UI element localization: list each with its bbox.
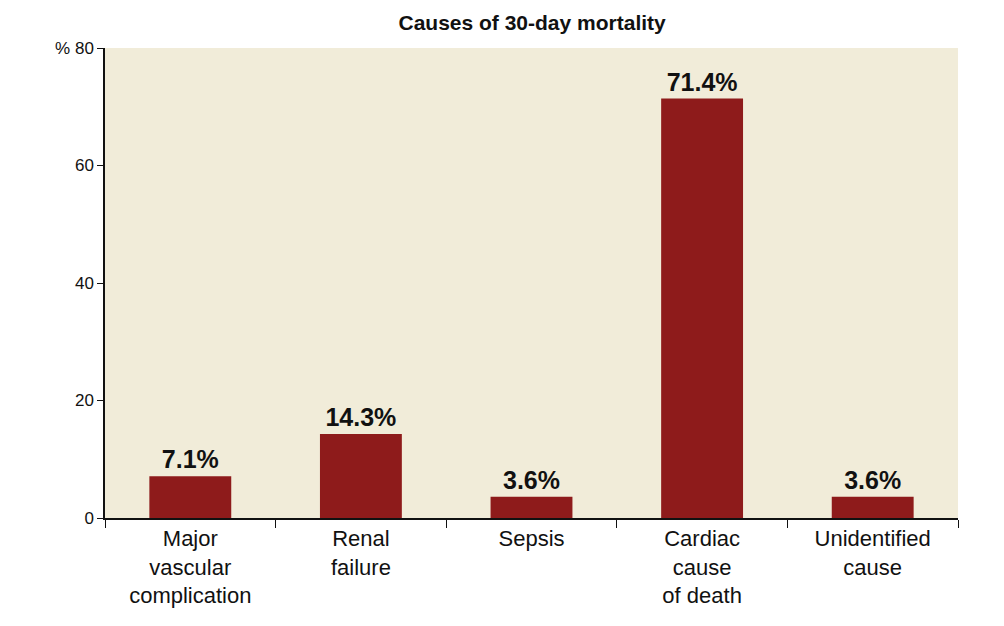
svg-text:40: 40 — [75, 274, 94, 293]
svg-text:60: 60 — [75, 156, 94, 175]
svg-text:0: 0 — [84, 509, 93, 528]
svg-text:Sepsis: Sepsis — [498, 526, 564, 551]
svg-text:3.6%: 3.6% — [503, 466, 560, 494]
svg-text:7.1%: 7.1% — [162, 445, 219, 473]
svg-text:Causes of 30-day mortality: Causes of 30-day mortality — [398, 11, 666, 34]
svg-text:Unidentifiedcause: Unidentifiedcause — [815, 526, 931, 580]
svg-text:3.6%: 3.6% — [844, 466, 901, 494]
svg-text:% 80: % 80 — [55, 39, 94, 58]
svg-text:20: 20 — [75, 391, 94, 410]
svg-text:Renalfailure: Renalfailure — [331, 526, 391, 580]
svg-text:14.3%: 14.3% — [325, 403, 396, 431]
svg-text:Majorvascularcomplication: Majorvascularcomplication — [129, 526, 251, 608]
svg-text:Cardiaccauseof death: Cardiaccauseof death — [662, 526, 742, 608]
svg-text:71.4%: 71.4% — [667, 68, 738, 96]
